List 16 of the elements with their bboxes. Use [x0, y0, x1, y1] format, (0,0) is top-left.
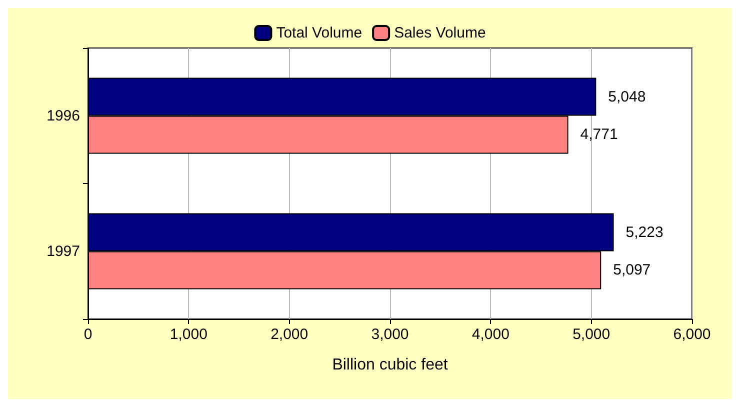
x-tick-label: 6,000 [673, 326, 711, 343]
data-label: 5,048 [608, 88, 646, 106]
x-tick-label: 5,000 [572, 326, 610, 343]
data-label: 5,223 [626, 224, 664, 241]
data-label: 4,771 [580, 126, 618, 144]
y-tick-label: 1997 [46, 242, 80, 260]
legend-label: Sales Volume [394, 24, 486, 42]
x-tick-label: 4,000 [472, 326, 510, 343]
data-label: 5,097 [613, 262, 651, 279]
x-tick-label: 0 [84, 326, 92, 343]
legend-label: Total Volume [276, 24, 362, 42]
x-axis-title: Billion cubic feet [332, 356, 448, 374]
x-tick-label: 1,000 [170, 326, 208, 343]
x-tick-label: 3,000 [371, 326, 409, 343]
y-tick-label: 1996 [46, 107, 80, 124]
x-tick-label: 2,000 [270, 326, 308, 343]
